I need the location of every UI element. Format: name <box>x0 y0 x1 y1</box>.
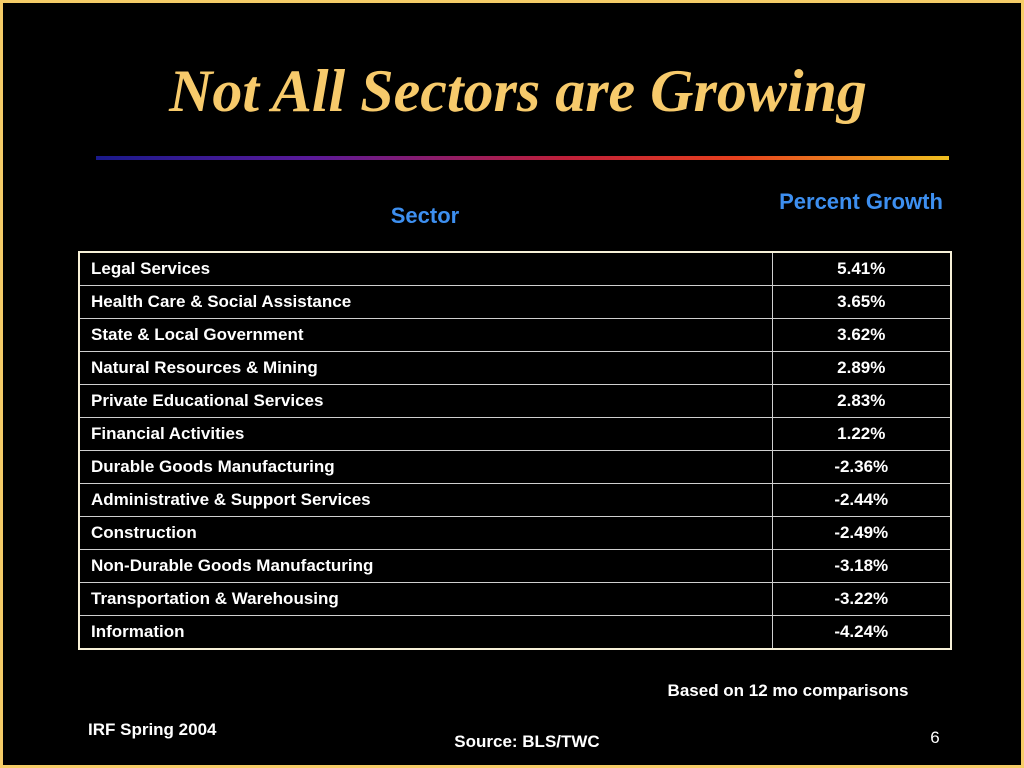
table-row: Private Educational Services 2.83% <box>78 384 952 418</box>
page-number: 6 <box>930 728 940 747</box>
sector-cell: Administrative & Support Services <box>78 483 773 517</box>
sector-cell: Transportation & Warehousing <box>78 582 773 616</box>
table-row: Financial Activities 1.22% <box>78 417 952 451</box>
table-row: Durable Goods Manufacturing -2.36% <box>78 450 952 484</box>
table-row: Health Care & Social Assistance 3.65% <box>78 285 952 319</box>
growth-cell: -3.22% <box>771 582 952 616</box>
slide-title: Not All Sectors are Growing <box>169 58 867 124</box>
growth-cell: 3.62% <box>771 318 952 352</box>
title-divider <box>96 156 949 160</box>
table-row: Natural Resources & Mining 2.89% <box>78 351 952 385</box>
growth-column-header: Percent Growth <box>779 189 943 214</box>
sector-cell: Legal Services <box>78 251 773 286</box>
table-row: Administrative & Support Services -2.44% <box>78 483 952 517</box>
table-row: Transportation & Warehousing -3.22% <box>78 582 952 616</box>
sector-cell: Construction <box>78 516 773 550</box>
table-row: Non-Durable Goods Manufacturing -3.18% <box>78 549 952 583</box>
growth-cell: -2.49% <box>771 516 952 550</box>
sector-cell: State & Local Government <box>78 318 773 352</box>
sector-cell: Durable Goods Manufacturing <box>78 450 773 484</box>
comparison-note: Based on 12 mo comparisons <box>667 681 909 700</box>
growth-cell: 3.65% <box>771 285 952 319</box>
table-row: Legal Services 5.41% <box>78 251 952 286</box>
growth-cell: -2.44% <box>771 483 952 517</box>
growth-cell: -2.36% <box>771 450 952 484</box>
table-row: State & Local Government 3.62% <box>78 318 952 352</box>
source-label: Source: BLS/TWC <box>454 732 600 751</box>
sector-cell: Health Care & Social Assistance <box>78 285 773 319</box>
sector-column-header: Sector <box>390 203 460 228</box>
footer-event-label: IRF Spring 2004 <box>88 720 217 739</box>
table-row: Construction -2.49% <box>78 516 952 550</box>
growth-cell: 5.41% <box>771 251 952 286</box>
growth-cell: 2.89% <box>771 351 952 385</box>
sector-cell: Non-Durable Goods Manufacturing <box>78 549 773 583</box>
growth-cell: -4.24% <box>771 615 952 650</box>
table-row: Information -4.24% <box>78 615 952 650</box>
sector-cell: Information <box>78 615 773 650</box>
growth-cell: 1.22% <box>771 417 952 451</box>
sector-cell: Private Educational Services <box>78 384 773 418</box>
sector-cell: Natural Resources & Mining <box>78 351 773 385</box>
sector-growth-table: Legal Services 5.41% Health Care & Socia… <box>78 251 952 650</box>
sector-cell: Financial Activities <box>78 417 773 451</box>
growth-cell: -3.18% <box>771 549 952 583</box>
growth-cell: 2.83% <box>771 384 952 418</box>
